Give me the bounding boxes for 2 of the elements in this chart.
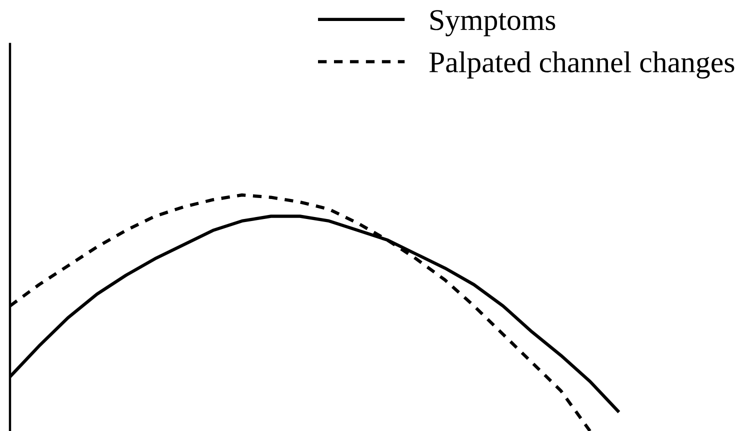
legend-label: Palpated channel changes (429, 51, 734, 79)
legend-label: Symptoms (430, 10, 556, 36)
